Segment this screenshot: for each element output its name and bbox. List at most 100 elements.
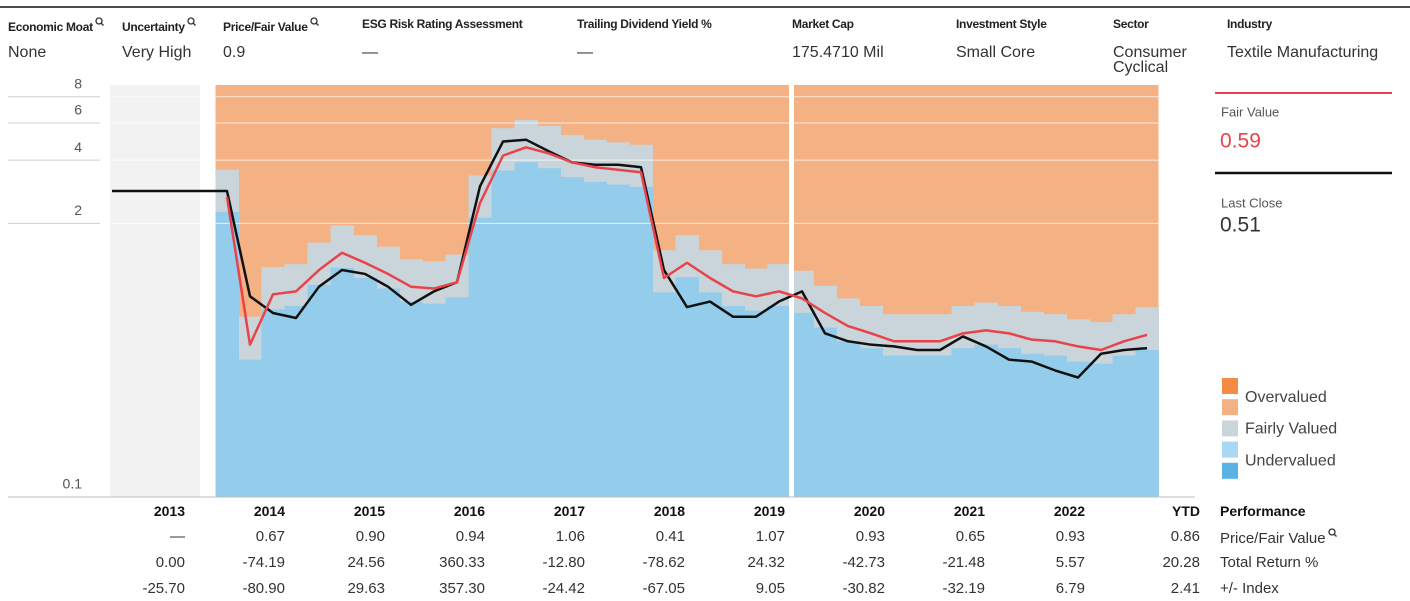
table-cell: -25.70 [142, 580, 185, 597]
year-label: YTD [1172, 503, 1200, 519]
table-cell: 1.07 [755, 528, 785, 545]
valuation-band [330, 267, 354, 497]
info-icon-tail [192, 22, 196, 26]
header-value: — [577, 44, 593, 61]
year-label: 2021 [953, 503, 985, 519]
header-label-text: Market Cap [792, 17, 854, 31]
valuation-band [238, 359, 262, 497]
legend-swatch [1222, 420, 1238, 437]
fair-value-label: Fair Value [1221, 104, 1279, 119]
header-label-text: Uncertainty [122, 20, 185, 34]
valuation-band [882, 355, 906, 497]
table-cell: 24.56 [347, 554, 385, 571]
fair-value: 0.59 [1220, 130, 1261, 153]
chart-gap [789, 85, 794, 497]
valuation-band [698, 292, 722, 497]
info-icon-ring [309, 17, 318, 25]
valuation-band [928, 355, 952, 497]
table-cell: 0.94 [455, 528, 485, 545]
header-value: Very High [122, 44, 192, 61]
info-icon[interactable] [309, 17, 319, 26]
valuation-band [1066, 361, 1090, 497]
price-line [225, 146, 1148, 352]
row-label: Price/Fair Value [1220, 528, 1337, 547]
table-cell: -80.90 [242, 580, 285, 597]
valuation-band [974, 344, 998, 497]
info-icon-tail [1333, 533, 1337, 537]
valuation-band [997, 348, 1021, 497]
table-cell: -12.80 [542, 554, 585, 571]
valuation-band [399, 301, 423, 497]
valuation-band [652, 292, 676, 497]
table-cell: 0.41 [655, 528, 685, 545]
valuation-band [376, 288, 400, 497]
valuation-band [422, 303, 446, 497]
header-value: 0.9 [223, 44, 246, 61]
table-cell: -74.19 [242, 554, 285, 571]
table-cell: 1.06 [555, 528, 585, 545]
table-cell: 24.32 [747, 554, 785, 571]
header-label: ESG Risk Rating Assessment [362, 17, 523, 31]
header-label-text: Industry [1227, 17, 1272, 31]
table-cell: -30.82 [842, 580, 885, 597]
valuation-band [859, 348, 883, 497]
valuation-band [1089, 363, 1113, 497]
year-label: 2016 [453, 503, 485, 519]
legend-swatch [1222, 378, 1238, 394]
table-cell: 6.79 [1055, 580, 1085, 597]
row-label-text: +/- Index [1220, 580, 1279, 597]
info-icon-ring [187, 17, 195, 25]
info-icon[interactable] [187, 17, 196, 26]
table-cell: -42.73 [842, 554, 885, 571]
legend-label: Fairly Valued [1245, 421, 1337, 438]
info-icon-ring [1327, 528, 1336, 536]
header-label: Trailing Dividend Yield % [577, 17, 712, 31]
legend-label: Undervalued [1245, 452, 1336, 469]
valuation-band [560, 177, 584, 497]
header-label: Sector [1113, 17, 1149, 31]
year-label: 2019 [753, 503, 785, 519]
y-tick-label: 8 [74, 75, 82, 91]
valuation-band [675, 277, 699, 497]
legend-swatch [1222, 462, 1238, 479]
header-value: Consumer Cyclical [1113, 44, 1187, 76]
valuation-band [629, 186, 653, 497]
header-label-text: Economic Moat [8, 20, 93, 34]
year-label: 2022 [1053, 503, 1085, 519]
valuation-band [445, 297, 469, 497]
info-icon[interactable] [95, 17, 104, 26]
year-label: 2015 [353, 503, 385, 519]
info-icon-ring [95, 17, 103, 25]
y-tick-label: 4 [74, 139, 82, 155]
header-label: Market Cap [792, 17, 854, 31]
table-cell: 0.86 [1170, 528, 1200, 545]
year-label: 2020 [853, 503, 885, 519]
table-cell: 29.63 [347, 580, 385, 597]
header-value: — [362, 44, 378, 61]
header-value: 175.4710 Mil [792, 44, 884, 61]
table-cell: 0.65 [955, 528, 985, 545]
valuation-band [468, 217, 492, 497]
legend-swatch [1222, 399, 1238, 416]
valuation-band [836, 341, 860, 497]
y-tick-label: 6 [74, 102, 82, 118]
valuation-band [353, 277, 377, 497]
header-label: Industry [1227, 17, 1272, 31]
table-cell: 2.41 [1170, 580, 1200, 597]
valuation-band [1112, 355, 1136, 497]
header-label: Price/Fair Value [223, 17, 319, 34]
info-icon[interactable] [1327, 528, 1337, 537]
legend-swatch [1222, 441, 1238, 458]
header-label: Uncertainty [122, 17, 196, 34]
row-label: +/- Index [1220, 580, 1279, 597]
valuation-band [813, 327, 837, 497]
valuation-band [583, 181, 607, 497]
table-cell: -67.05 [642, 580, 685, 597]
table-cell: 357.30 [439, 580, 485, 597]
year-label: 2013 [153, 503, 185, 519]
header-label-text: Price/Fair Value [223, 20, 308, 34]
header-label-text: Investment Style [956, 17, 1047, 31]
year-label: 2014 [253, 503, 285, 519]
valuation-band [491, 170, 515, 497]
